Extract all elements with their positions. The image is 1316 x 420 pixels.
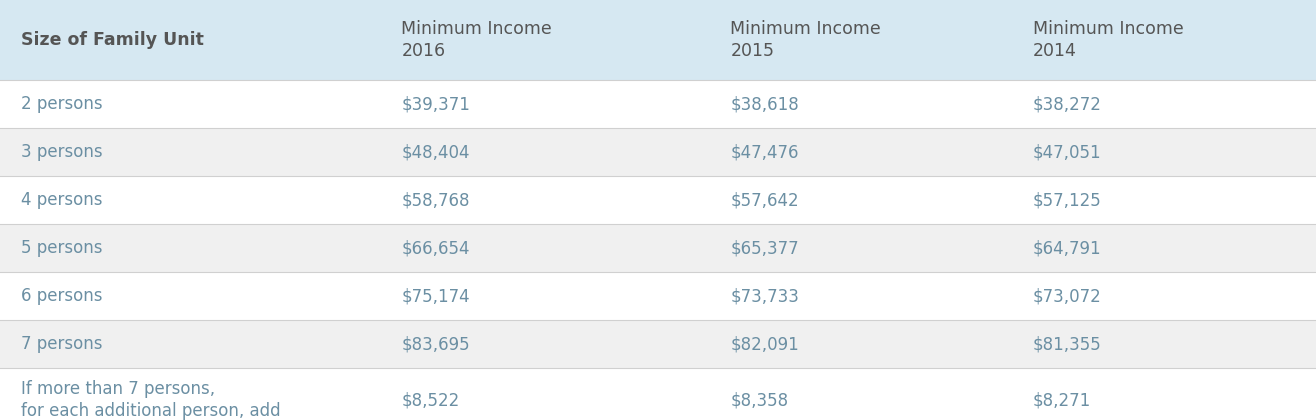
Text: $83,695: $83,695 [401, 335, 470, 353]
Text: 7 persons: 7 persons [21, 335, 103, 353]
Text: $39,371: $39,371 [401, 95, 470, 113]
Text: $57,125: $57,125 [1033, 191, 1101, 209]
Text: Minimum Income
2015: Minimum Income 2015 [730, 20, 882, 60]
Text: Minimum Income
2014: Minimum Income 2014 [1033, 20, 1184, 60]
Text: $38,618: $38,618 [730, 95, 799, 113]
Text: $64,791: $64,791 [1033, 239, 1101, 257]
Text: $47,051: $47,051 [1033, 143, 1101, 161]
Text: $73,733: $73,733 [730, 287, 799, 305]
Text: $8,358: $8,358 [730, 391, 788, 409]
Text: 2 persons: 2 persons [21, 95, 103, 113]
Bar [0, 368, 1316, 420]
Bar [0, 80, 1316, 128]
Text: $57,642: $57,642 [730, 191, 799, 209]
Bar [0, 128, 1316, 176]
Bar [0, 272, 1316, 320]
Text: If more than 7 persons,
for each additional person, add: If more than 7 persons, for each additio… [21, 380, 280, 420]
Text: $38,272: $38,272 [1033, 95, 1101, 113]
Text: $48,404: $48,404 [401, 143, 470, 161]
Text: 6 persons: 6 persons [21, 287, 103, 305]
Text: $8,271: $8,271 [1033, 391, 1091, 409]
Text: $81,355: $81,355 [1033, 335, 1101, 353]
Bar [0, 0, 1316, 80]
Text: $73,072: $73,072 [1033, 287, 1101, 305]
Text: 5 persons: 5 persons [21, 239, 103, 257]
Text: 3 persons: 3 persons [21, 143, 103, 161]
Bar [0, 224, 1316, 272]
Text: $82,091: $82,091 [730, 335, 799, 353]
Text: Size of Family Unit: Size of Family Unit [21, 31, 204, 49]
Text: $8,522: $8,522 [401, 391, 459, 409]
Text: $75,174: $75,174 [401, 287, 470, 305]
Bar [0, 320, 1316, 368]
Text: $65,377: $65,377 [730, 239, 799, 257]
Text: $66,654: $66,654 [401, 239, 470, 257]
Bar [0, 176, 1316, 224]
Text: Minimum Income
2016: Minimum Income 2016 [401, 20, 553, 60]
Text: $47,476: $47,476 [730, 143, 799, 161]
Text: $58,768: $58,768 [401, 191, 470, 209]
Text: 4 persons: 4 persons [21, 191, 103, 209]
